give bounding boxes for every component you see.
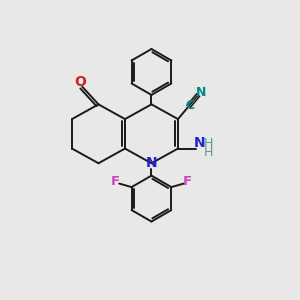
Text: N: N — [194, 136, 206, 150]
Text: F: F — [183, 175, 192, 188]
Text: N: N — [146, 156, 157, 170]
Text: F: F — [111, 175, 120, 188]
Text: O: O — [74, 75, 86, 89]
Text: N: N — [195, 86, 206, 99]
Text: H: H — [204, 146, 213, 159]
Text: H: H — [204, 137, 213, 150]
Text: C: C — [185, 99, 194, 112]
